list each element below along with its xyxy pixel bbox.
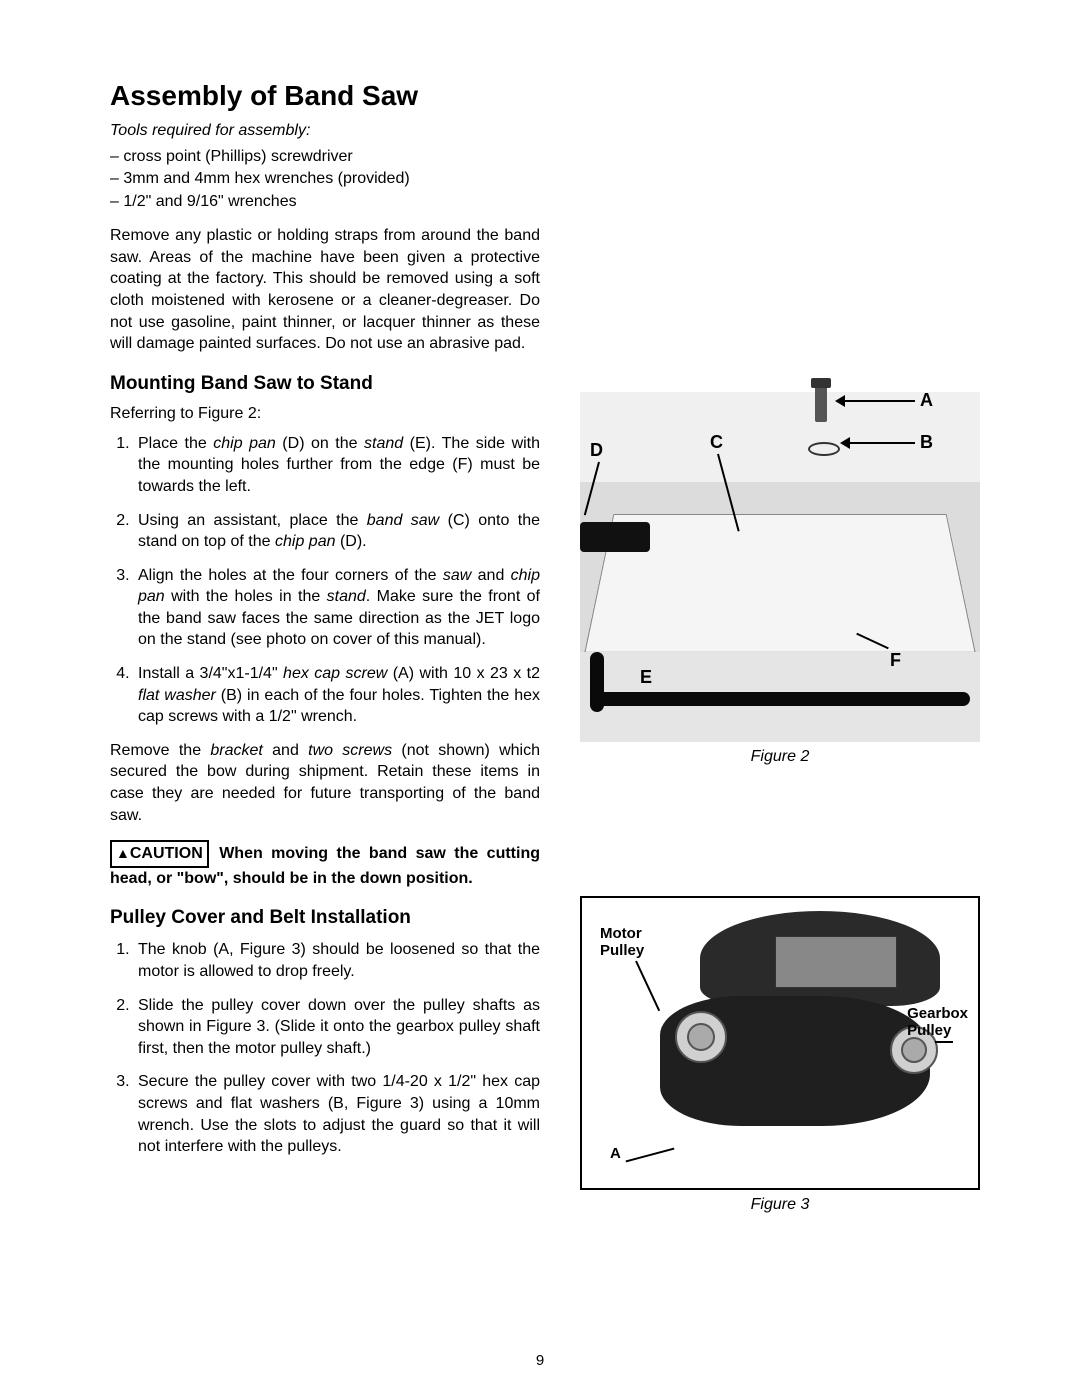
section-heading-mounting: Mounting Band Saw to Stand: [110, 373, 540, 395]
after-paragraph: Remove the bracket and two screws (not s…: [110, 740, 540, 826]
pulley-steps: The knob (A, Figure 3) should be loosene…: [110, 939, 540, 1157]
label-gearbox-pulley: Gearbox Pulley: [907, 1006, 968, 1039]
figure-reference: Referring to Figure 2:: [110, 405, 540, 423]
figure-3-caption: Figure 3: [580, 1196, 980, 1214]
tools-required-label: Tools required for assembly:: [110, 122, 540, 140]
right-column: A B C D E F Figure 2: [580, 122, 980, 1214]
mounting-steps: Place the chip pan (D) on the stand (E).…: [110, 433, 540, 728]
left-column: Tools required for assembly: – cross poi…: [110, 122, 540, 1214]
step-item: Slide the pulley cover down over the pul…: [134, 995, 540, 1060]
step-item: Using an assistant, place the band saw (…: [134, 510, 540, 553]
intro-paragraph: Remove any plastic or holding straps fro…: [110, 225, 540, 355]
callout-b-fig3: B: [805, 1124, 816, 1141]
callout-f: F: [890, 650, 901, 671]
callout-e: E: [640, 667, 652, 688]
step-item: Install a 3/4"x1-1/4" hex cap screw (A) …: [134, 663, 540, 728]
step-item: Place the chip pan (D) on the stand (E).…: [134, 433, 540, 498]
callout-a-fig3: A: [610, 1146, 621, 1163]
tool-item: – 3mm and 4mm hex wrenches (provided): [110, 168, 540, 190]
figure-2: A B C D E F: [580, 392, 980, 742]
step-item: Align the holes at the four corners of t…: [134, 565, 540, 651]
callout-c: C: [710, 432, 723, 453]
tool-item: – 1/2" and 9/16" wrenches: [110, 191, 540, 213]
caution-badge: ▲CAUTION: [110, 840, 209, 868]
callout-b: B: [920, 432, 933, 453]
section-heading-pulley: Pulley Cover and Belt Installation: [110, 907, 540, 929]
figure-3: Motor Pulley Gearbox Pulley A B: [580, 896, 980, 1190]
page-number: 9: [0, 1352, 1080, 1369]
tool-item: – cross point (Phillips) screwdriver: [110, 146, 540, 168]
figure-2-caption: Figure 2: [580, 748, 980, 766]
caution-paragraph: ▲CAUTION When moving the band saw the cu…: [110, 840, 540, 889]
page-title: Assembly of Band Saw: [110, 80, 980, 112]
step-item: Secure the pulley cover with two 1/4-20 …: [134, 1071, 540, 1157]
label-motor-pulley: Motor Pulley: [600, 926, 644, 959]
step-item: The knob (A, Figure 3) should be loosene…: [134, 939, 540, 982]
callout-a: A: [920, 390, 933, 411]
warning-triangle-icon: ▲: [116, 844, 130, 863]
tools-list: – cross point (Phillips) screwdriver – 3…: [110, 146, 540, 213]
callout-d: D: [590, 440, 603, 461]
